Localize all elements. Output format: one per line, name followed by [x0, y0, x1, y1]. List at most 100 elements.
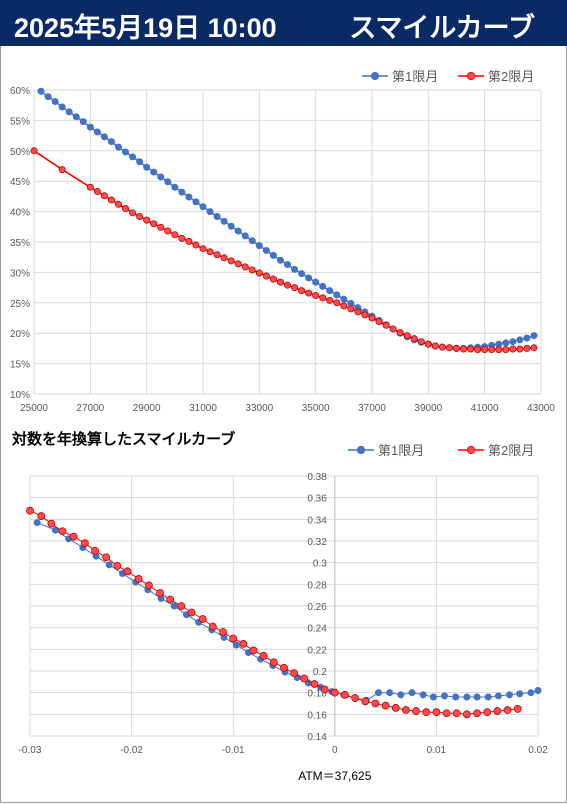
data-point-2 — [144, 581, 153, 590]
y-tick-label: 15% — [10, 360, 30, 371]
legend-marker-1 — [356, 445, 366, 455]
data-point-2 — [391, 703, 400, 712]
data-point-2 — [516, 345, 524, 353]
data-point-2 — [341, 690, 349, 699]
data-point-1 — [72, 113, 80, 121]
page-header: 2025年5月19日 10:00 スマイルカーブ — [0, 0, 567, 46]
data-point-2 — [424, 340, 432, 348]
data-point-1 — [386, 689, 394, 697]
y-tick-label: 0.26 — [307, 602, 327, 613]
data-point-2 — [310, 680, 319, 688]
data-point-1 — [100, 133, 108, 141]
data-point-1 — [213, 212, 221, 220]
y-tick-label: 0.16 — [307, 710, 327, 721]
data-point-2 — [290, 669, 299, 678]
x-tick-label: 27000 — [76, 403, 104, 414]
data-point-2 — [432, 708, 441, 717]
data-point-2 — [368, 314, 376, 322]
data-point-2 — [371, 699, 380, 708]
data-point-2 — [495, 346, 503, 354]
data-point-1 — [473, 693, 481, 701]
y-tick-label: 35% — [10, 238, 30, 249]
data-point-2 — [91, 546, 99, 555]
data-point-2 — [122, 205, 130, 213]
data-point-2 — [503, 706, 512, 714]
data-point-1 — [484, 693, 492, 701]
data-point-2 — [452, 344, 460, 352]
data-point-2 — [86, 183, 94, 191]
data-point-2 — [192, 241, 200, 249]
x-tick-label: 41000 — [471, 403, 499, 414]
data-point-2 — [351, 694, 360, 702]
data-point-2 — [389, 325, 397, 333]
data-point-1 — [115, 143, 123, 151]
data-point-2 — [412, 707, 420, 715]
data-point-2 — [199, 245, 207, 253]
data-point-1 — [234, 227, 242, 235]
data-point-2 — [239, 640, 248, 648]
data-point-1 — [283, 260, 291, 268]
y-tick-label: 0.18 — [307, 689, 327, 700]
y-tick-label: 40% — [10, 208, 30, 219]
data-point-1 — [51, 526, 59, 534]
data-point-1 — [269, 251, 277, 259]
data-point-2 — [208, 622, 217, 631]
data-point-1 — [33, 519, 41, 527]
data-point-2 — [330, 688, 339, 697]
data-point-2 — [58, 166, 66, 174]
data-point-2 — [269, 658, 278, 667]
data-point-1 — [86, 123, 94, 131]
data-point-1 — [530, 332, 538, 340]
data-point-1 — [227, 222, 235, 230]
y-tick-label: 0.24 — [307, 624, 327, 635]
data-point-2 — [259, 651, 268, 660]
data-point-2 — [442, 709, 451, 718]
data-point-2 — [333, 299, 341, 307]
y-tick-label: 0.36 — [307, 494, 327, 505]
data-point-1 — [232, 641, 240, 649]
data-point-2 — [396, 329, 404, 337]
data-point-1 — [523, 334, 531, 342]
data-point-2 — [269, 275, 277, 283]
data-point-2 — [136, 212, 144, 220]
data-point-2 — [530, 344, 538, 352]
data-point-2 — [473, 709, 481, 718]
data-point-2 — [452, 709, 461, 718]
data-point-1 — [164, 178, 172, 186]
data-point-2 — [347, 305, 355, 313]
data-point-1 — [452, 693, 460, 701]
data-point-1 — [248, 237, 256, 245]
series-line-1 — [40, 90, 535, 350]
y-tick-label: 30% — [10, 268, 30, 279]
data-point-1 — [262, 247, 270, 255]
data-point-2 — [123, 567, 132, 576]
data-point-2 — [431, 342, 439, 350]
x-tick-label: 0.02 — [528, 745, 548, 756]
data-point-2 — [157, 223, 165, 231]
data-point-2 — [381, 701, 390, 710]
data-point-2 — [219, 628, 227, 636]
y-tick-label: 0.3 — [313, 559, 327, 570]
data-point-1 — [319, 282, 327, 290]
data-point-2 — [177, 602, 186, 610]
x-tick-label: 33000 — [245, 403, 273, 414]
data-point-1 — [150, 168, 158, 176]
x-tick-label: 25000 — [20, 403, 48, 414]
data-point-2 — [481, 346, 489, 354]
data-point-1 — [516, 690, 524, 698]
legend-marker-2 — [466, 71, 476, 81]
data-point-2 — [361, 311, 369, 319]
data-point-1 — [220, 217, 228, 225]
data-point-1 — [374, 689, 382, 697]
x-tick-label: -0.02 — [120, 745, 143, 756]
page-title: 2025年5月19日 10:00 — [14, 13, 277, 43]
data-point-2 — [100, 192, 108, 200]
data-point-2 — [460, 345, 468, 353]
data-point-2 — [241, 263, 249, 271]
data-point-2 — [206, 248, 214, 256]
series-line-2 — [33, 150, 535, 351]
data-point-2 — [467, 345, 475, 353]
data-point-2 — [171, 231, 179, 239]
data-point-2 — [234, 260, 242, 268]
data-point-2 — [213, 251, 221, 259]
